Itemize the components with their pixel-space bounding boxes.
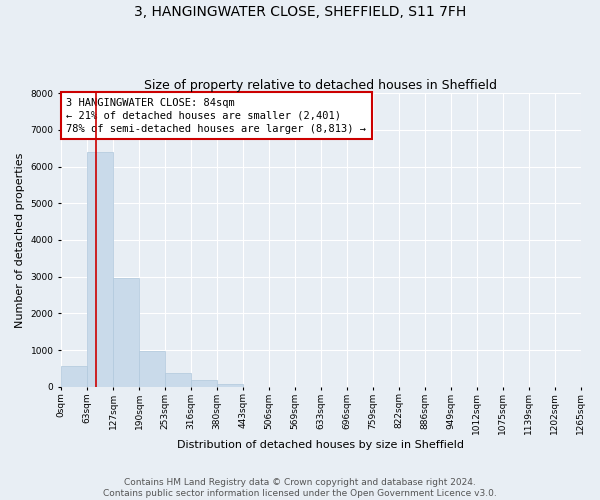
Bar [61, 366, 87, 387]
Bar [139, 351, 165, 387]
Title: Size of property relative to detached houses in Sheffield: Size of property relative to detached ho… [145, 79, 497, 92]
Y-axis label: Number of detached properties: Number of detached properties [15, 152, 25, 328]
Bar [165, 373, 191, 387]
Bar [113, 278, 139, 387]
Bar [191, 380, 217, 387]
Text: Contains HM Land Registry data © Crown copyright and database right 2024.
Contai: Contains HM Land Registry data © Crown c… [103, 478, 497, 498]
Text: 3 HANGINGWATER CLOSE: 84sqm
← 21% of detached houses are smaller (2,401)
78% of : 3 HANGINGWATER CLOSE: 84sqm ← 21% of det… [67, 98, 367, 134]
Bar [87, 152, 113, 387]
X-axis label: Distribution of detached houses by size in Sheffield: Distribution of detached houses by size … [178, 440, 464, 450]
Text: 3, HANGINGWATER CLOSE, SHEFFIELD, S11 7FH: 3, HANGINGWATER CLOSE, SHEFFIELD, S11 7F… [134, 5, 466, 19]
Bar [217, 384, 243, 387]
